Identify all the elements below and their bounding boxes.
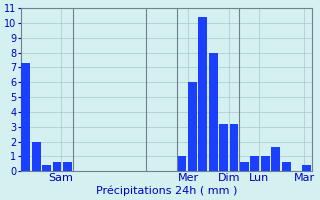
Bar [271,147,280,171]
Bar [209,53,218,171]
X-axis label: Précipitations 24h ( mm ): Précipitations 24h ( mm ) [96,185,237,196]
Bar [251,156,259,171]
Bar [52,162,61,171]
Bar [178,156,186,171]
Bar [302,165,311,171]
Bar [240,162,249,171]
Bar [282,162,291,171]
Bar [229,124,238,171]
Bar [42,165,51,171]
Bar [198,17,207,171]
Bar [219,124,228,171]
Bar [63,162,72,171]
Bar [21,63,30,171]
Bar [261,156,270,171]
Bar [32,142,41,171]
Bar [188,82,197,171]
